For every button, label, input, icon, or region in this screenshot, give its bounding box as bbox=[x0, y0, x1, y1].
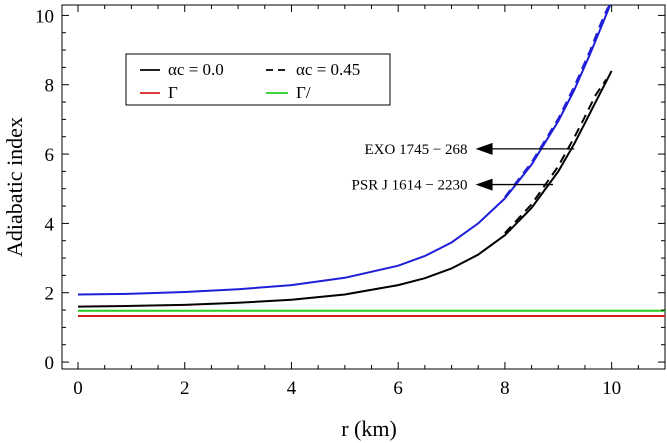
y-axis-label: Adiabatic index bbox=[2, 117, 27, 257]
legend-label-solid: αc = 0.0 bbox=[168, 60, 224, 79]
series-line-0 bbox=[77, 5, 612, 296]
legend-box bbox=[125, 53, 391, 106]
legend-label-dashed: αc = 0.45 bbox=[296, 60, 360, 79]
x-tick-label-0: 0 bbox=[73, 378, 83, 399]
legend-label-gamma: Γ bbox=[168, 83, 178, 102]
annotation-arrowhead-1 bbox=[475, 178, 493, 191]
ticks: 0 2 4 6 8 10 0 2 4 6 8 10 bbox=[35, 5, 666, 399]
curves bbox=[77, 5, 665, 317]
y-tick-label-4: 4 bbox=[45, 214, 55, 235]
y-tick-label-2: 2 bbox=[45, 284, 55, 305]
x-tick-label-10: 10 bbox=[602, 378, 621, 399]
y-tick-label-10: 10 bbox=[35, 6, 54, 27]
y-tick-label-0: 0 bbox=[45, 353, 55, 374]
series-line-1 bbox=[504, 5, 612, 198]
y-tick-label-8: 8 bbox=[45, 76, 55, 97]
x-tick-label-8: 8 bbox=[500, 378, 510, 399]
x-axis-label: r (km) bbox=[341, 416, 397, 441]
annotations: EXO 1745 − 268 PSR J 1614 − 2230 bbox=[352, 142, 575, 194]
annotation-text-1: PSR J 1614 − 2230 bbox=[352, 178, 468, 194]
y-tick-label-6: 6 bbox=[45, 145, 55, 166]
legend: αc = 0.0 αc = 0.45 Γ Γ/ bbox=[125, 53, 391, 106]
legend-label-gammaprime: Γ/ bbox=[296, 83, 311, 102]
series-line-2 bbox=[77, 70, 613, 308]
plot-frame bbox=[61, 4, 666, 370]
annotation-arrowhead-0 bbox=[475, 142, 493, 155]
annotation-text-0: EXO 1745 − 268 bbox=[365, 142, 468, 158]
x-tick-label-4: 4 bbox=[287, 378, 297, 399]
series-line-3 bbox=[504, 78, 608, 234]
x-tick-label-6: 6 bbox=[393, 378, 403, 399]
x-tick-label-2: 2 bbox=[180, 378, 190, 399]
